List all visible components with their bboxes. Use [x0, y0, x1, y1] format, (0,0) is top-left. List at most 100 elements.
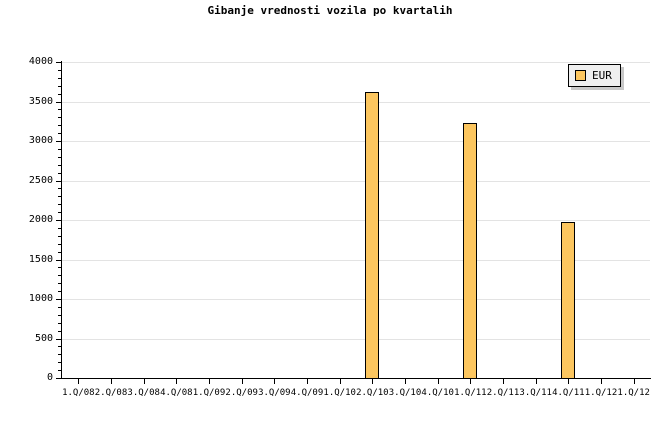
y-axis-minor-tick	[58, 156, 62, 158]
x-axis-tick-label: 4.Q/11	[552, 388, 585, 398]
y-axis-tick	[56, 338, 62, 340]
x-axis-tick-label: 1.Q/11	[454, 388, 487, 398]
y-axis-tick-label: 4000	[28, 56, 53, 67]
x-axis-tick-label: 4.Q/10	[421, 388, 454, 398]
x-axis-tick-label: 3.Q/09	[258, 388, 291, 398]
x-axis-tick-label: 1.Q/09	[192, 388, 226, 398]
y-axis-tick	[56, 220, 62, 221]
y-axis-labels: 0 500 1000 1500 2000 2500 3000 3500 4000	[0, 0, 53, 440]
y-axis-minor-tick	[58, 69, 62, 71]
y-axis-minor-tick	[58, 314, 62, 316]
gridline	[62, 299, 650, 300]
y-axis-minor-tick	[58, 85, 62, 87]
x-axis-tick-label: 3.Q/11	[519, 388, 552, 398]
x-axis-tick	[242, 379, 243, 384]
y-axis-tick-label: 2000	[28, 214, 53, 225]
x-axis-tick-label: 2.Q/08	[94, 388, 128, 398]
y-axis-minor-tick	[58, 235, 62, 237]
y-axis-minor-tick	[58, 227, 62, 229]
x-axis-tick-label: 4.Q/09	[290, 388, 324, 398]
y-axis-minor-tick	[58, 196, 62, 198]
x-axis-tick	[470, 379, 471, 384]
y-axis-minor-tick	[58, 346, 62, 348]
x-axis-tick-label: 4.Q/08	[160, 388, 193, 398]
y-axis-minor-tick	[58, 109, 62, 111]
x-axis-tick-label: 3.Q/08	[127, 388, 160, 398]
gridline	[62, 180, 650, 182]
x-axis-tick-label: 1.Q/12	[617, 388, 650, 398]
y-axis-tick	[56, 299, 62, 300]
x-axis-tick-label: 1.Q/10	[323, 388, 356, 398]
y-axis-tick	[56, 141, 62, 142]
legend-swatch-eur	[575, 70, 586, 81]
chart-legend: EUR	[568, 64, 621, 87]
x-axis-tick	[340, 379, 341, 384]
y-axis-minor-tick	[58, 291, 62, 293]
x-axis-tick	[405, 379, 406, 384]
y-axis-tick-label: 2500	[28, 174, 53, 186]
chart-title: Gibanje vrednosti vozila po kvartalih	[207, 4, 453, 17]
x-axis-tick-label: 1.Q/08	[62, 388, 95, 398]
x-axis-tick	[176, 379, 177, 384]
y-axis-minor-tick	[58, 117, 62, 119]
x-axis-tick	[111, 379, 112, 384]
x-axis-tick	[372, 379, 373, 384]
x-axis-tick-label: 3.Q/10	[388, 388, 422, 398]
gridline	[62, 220, 650, 221]
y-axis-tick-label: 1000	[28, 293, 53, 304]
x-axis-tick	[568, 379, 569, 384]
y-axis-tick	[56, 101, 62, 103]
x-axis-tick	[438, 379, 439, 384]
y-axis-minor-tick	[58, 306, 62, 308]
gridline	[62, 259, 650, 261]
y-axis-minor-tick	[58, 188, 62, 190]
x-axis-tick	[144, 379, 145, 384]
y-axis-minor-tick	[58, 251, 62, 253]
y-axis-tick-label: 3500	[28, 95, 53, 107]
bar[interactable]	[561, 221, 576, 378]
plot-area	[62, 62, 650, 378]
y-axis-tick-label: 500	[34, 332, 53, 344]
gridline	[62, 62, 650, 63]
y-axis-minor-tick	[58, 204, 62, 206]
x-axis-tick	[78, 379, 79, 384]
x-axis-tick	[601, 379, 602, 384]
x-axis-tick	[536, 379, 537, 384]
gridline	[62, 338, 650, 340]
y-axis-minor-tick	[58, 172, 62, 174]
x-axis-tick	[307, 379, 308, 384]
x-axis-tick	[209, 379, 210, 384]
x-axis-line	[61, 378, 651, 379]
y-axis-minor-tick	[58, 243, 62, 245]
y-axis-minor-tick	[58, 322, 62, 324]
legend-label-eur: EUR	[592, 69, 612, 82]
y-axis-tick-label: 3000	[28, 135, 53, 146]
y-axis-tick	[56, 180, 62, 182]
y-axis-tick	[56, 259, 62, 261]
y-axis-minor-tick	[58, 354, 62, 356]
x-axis-tick	[634, 379, 635, 384]
y-axis-minor-tick	[58, 133, 62, 135]
bar[interactable]	[463, 122, 478, 378]
x-axis-tick	[274, 379, 275, 384]
y-axis-minor-tick	[58, 283, 62, 285]
gridline	[62, 141, 650, 142]
bar[interactable]	[365, 92, 380, 378]
y-axis-minor-tick	[58, 148, 62, 150]
gridline	[62, 101, 650, 103]
y-axis-minor-tick	[58, 125, 62, 127]
y-axis-minor-tick	[58, 275, 62, 277]
y-axis-minor-tick	[58, 362, 62, 364]
y-axis-minor-tick	[58, 93, 62, 95]
y-axis-minor-tick	[58, 77, 62, 79]
y-axis-minor-tick	[58, 212, 62, 214]
y-axis-tick	[56, 378, 62, 379]
y-axis-minor-tick	[58, 370, 62, 372]
x-axis-tick	[503, 379, 504, 384]
x-axis-tick-label: 2.Q/10	[356, 388, 389, 398]
y-axis-tick-label: 0	[46, 372, 53, 383]
x-axis-tick-label: 2.Q/09	[225, 388, 258, 398]
x-axis-tick-label: 2.Q/11	[486, 388, 520, 398]
x-axis-tick-label: 1.Q/12	[584, 388, 618, 398]
